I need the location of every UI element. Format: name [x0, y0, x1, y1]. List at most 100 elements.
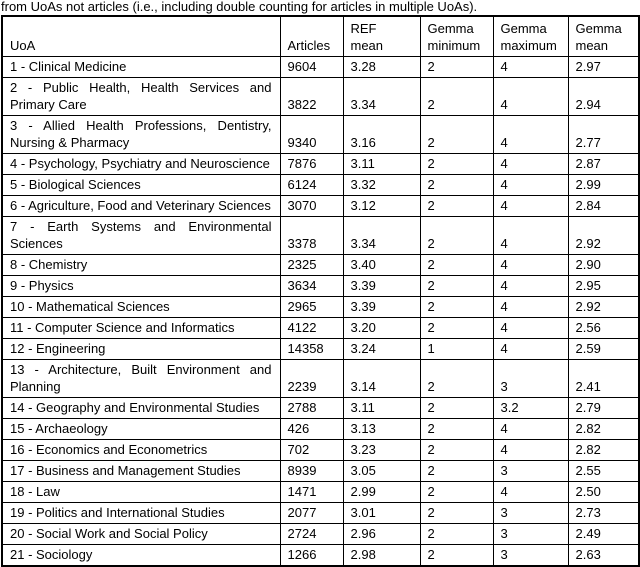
- cell-uoa: 18 - Law: [1, 481, 281, 503]
- cell-uoa: 17 - Business and Management Studies: [1, 460, 281, 482]
- column-header-gemma-maximum: Gemma maximum: [492, 15, 569, 57]
- cell-articles: 2325: [279, 254, 344, 276]
- cell-ref-mean: 3.05: [342, 460, 421, 482]
- cell-gemma-max: 3: [492, 523, 569, 545]
- cell-gemma-min: 2: [419, 56, 494, 78]
- cell-uoa: 2 - Public Health, Health Services and P…: [1, 77, 281, 116]
- cell-uoa: 9 - Physics: [1, 275, 281, 297]
- cell-articles: 14358: [279, 338, 344, 360]
- cell-gemma-min: 2: [419, 153, 494, 175]
- cell-uoa: 16 - Economics and Econometrics: [1, 439, 281, 461]
- cell-gemma-max: 4: [492, 153, 569, 175]
- cell-gemma-min: 2: [419, 115, 494, 154]
- cell-articles: 1266: [279, 544, 344, 567]
- cell-gemma-max: 4: [492, 275, 569, 297]
- cell-gemma-mean: 2.79: [567, 397, 640, 419]
- cell-gemma-mean: 2.82: [567, 418, 640, 440]
- table-row: 6 - Agriculture, Food and Veterinary Sci…: [1, 195, 640, 217]
- cell-articles: 2788: [279, 397, 344, 419]
- cell-ref-mean: 3.34: [342, 77, 421, 116]
- cell-gemma-mean: 2.63: [567, 544, 640, 567]
- cell-gemma-max: 3: [492, 544, 569, 567]
- table-row: 20 - Social Work and Social Policy 2724 2.…: [1, 523, 640, 545]
- cell-gemma-mean: 2.56: [567, 317, 640, 339]
- cell-gemma-mean: 2.87: [567, 153, 640, 175]
- column-header-ref-mean: REF mean: [342, 15, 421, 57]
- cell-gemma-mean: 2.82: [567, 439, 640, 461]
- table-row: 7 - Earth Systems and Environmental Scie…: [1, 216, 640, 255]
- cell-articles: 3634: [279, 275, 344, 297]
- cell-gemma-mean: 2.50: [567, 481, 640, 503]
- cell-gemma-mean: 2.59: [567, 338, 640, 360]
- cell-gemma-max: 4: [492, 56, 569, 78]
- cell-gemma-max: 4: [492, 317, 569, 339]
- cell-uoa: 12 - Engineering: [1, 338, 281, 360]
- cell-gemma-max: 3: [492, 502, 569, 524]
- cell-ref-mean: 3.39: [342, 296, 421, 318]
- table-row: 14 - Geography and Environmental Studies…: [1, 397, 640, 419]
- cell-ref-mean: 3.11: [342, 397, 421, 419]
- cell-gemma-max: 4: [492, 439, 569, 461]
- uoa-scores-table: UoA Articles REF mean Gemma minimum Gemm…: [1, 15, 640, 567]
- cell-articles: 7876: [279, 153, 344, 175]
- cell-gemma-max: 4: [492, 115, 569, 154]
- cell-gemma-min: 2: [419, 460, 494, 482]
- cell-articles: 6124: [279, 174, 344, 196]
- table-row: 12 - Engineering 14358 3.24 1 4 2.59: [1, 338, 640, 360]
- cell-articles: 2239: [279, 359, 344, 398]
- table-row: 2 - Public Health, Health Services and P…: [1, 77, 640, 116]
- cell-ref-mean: 2.96: [342, 523, 421, 545]
- cell-ref-mean: 3.24: [342, 338, 421, 360]
- cell-gemma-mean: 2.92: [567, 216, 640, 255]
- table-row: 8 - Chemistry 2325 3.40 2 4 2.90: [1, 254, 640, 276]
- cell-uoa: 6 - Agriculture, Food and Veterinary Sci…: [1, 195, 281, 217]
- cell-gemma-mean: 2.92: [567, 296, 640, 318]
- cell-gemma-min: 2: [419, 275, 494, 297]
- cell-articles: 2724: [279, 523, 344, 545]
- cell-gemma-max: 4: [492, 174, 569, 196]
- cell-gemma-mean: 2.97: [567, 56, 640, 78]
- cell-gemma-min: 2: [419, 523, 494, 545]
- table-row: 11 - Computer Science and Informatics 412…: [1, 317, 640, 339]
- cell-uoa: 13 - Architecture, Built Environment and…: [1, 359, 281, 398]
- cell-gemma-max: 4: [492, 481, 569, 503]
- cell-articles: 426: [279, 418, 344, 440]
- cell-ref-mean: 3.16: [342, 115, 421, 154]
- cell-gemma-max: 4: [492, 254, 569, 276]
- cell-gemma-min: 2: [419, 195, 494, 217]
- table-row: 19 - Politics and International Studies 2…: [1, 502, 640, 524]
- column-header-gemma-mean: Gemma mean: [567, 15, 640, 57]
- cell-uoa: 15 - Archaeology: [1, 418, 281, 440]
- cell-articles: 9604: [279, 56, 344, 78]
- cell-ref-mean: 3.20: [342, 317, 421, 339]
- cell-articles: 3822: [279, 77, 344, 116]
- cell-gemma-max: 3: [492, 359, 569, 398]
- cell-gemma-mean: 2.95: [567, 275, 640, 297]
- cell-articles: 2077: [279, 502, 344, 524]
- cell-ref-mean: 3.28: [342, 56, 421, 78]
- cell-gemma-max: 3.2: [492, 397, 569, 419]
- cell-gemma-mean: 2.49: [567, 523, 640, 545]
- cell-gemma-min: 2: [419, 544, 494, 567]
- cell-gemma-min: 2: [419, 502, 494, 524]
- cell-uoa: 7 - Earth Systems and Environmental Scie…: [1, 216, 281, 255]
- cell-ref-mean: 3.11: [342, 153, 421, 175]
- table-row: 3 - Allied Health Professions, Dentistry…: [1, 115, 640, 154]
- cell-uoa: 3 - Allied Health Professions, Dentistry…: [1, 115, 281, 154]
- cell-gemma-min: 2: [419, 359, 494, 398]
- cell-ref-mean: 3.12: [342, 195, 421, 217]
- table-row: 4 - Psychology, Psychiatry and Neuroscie…: [1, 153, 640, 175]
- cell-articles: 3378: [279, 216, 344, 255]
- table-row: 1 - Clinical Medicine 9604 3.28 2 4 2.97: [1, 56, 640, 78]
- cell-ref-mean: 3.23: [342, 439, 421, 461]
- cell-gemma-mean: 2.41: [567, 359, 640, 398]
- column-header-articles: Articles: [279, 15, 344, 57]
- cell-gemma-min: 2: [419, 216, 494, 255]
- table-row: 18 - Law 1471 2.99 2 4 2.50: [1, 481, 640, 503]
- cell-gemma-min: 1: [419, 338, 494, 360]
- cell-ref-mean: 3.01: [342, 502, 421, 524]
- cell-uoa: 5 - Biological Sciences: [1, 174, 281, 196]
- table-row: 13 - Architecture, Built Environment and…: [1, 359, 640, 398]
- header-row: UoA Articles REF mean Gemma minimum Gemm…: [1, 15, 640, 57]
